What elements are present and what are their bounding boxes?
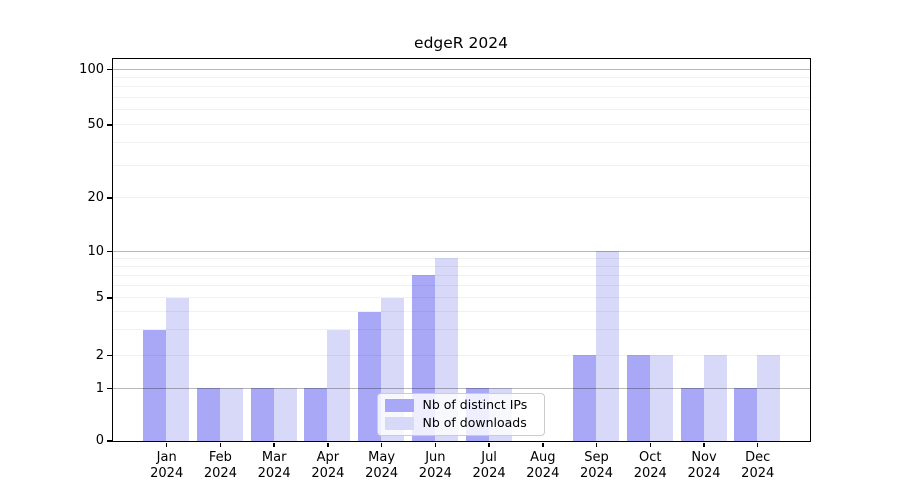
bars-layer [113, 59, 810, 441]
legend-entry-distinct-ips: Nb of distinct IPs [384, 397, 537, 412]
x-tick-mark [595, 442, 598, 447]
bar-distinct-ips-may [358, 311, 382, 441]
plot-area: Nb of distinct IPs Nb of downloads [111, 57, 811, 442]
x-tick-mark [703, 442, 705, 447]
legend-label-distinct-ips: Nb of distinct IPs [422, 397, 528, 412]
bar-distinct-ips-nov [680, 388, 704, 441]
bar-downloads-mar [273, 388, 297, 441]
x-tick-label-jun: Jun 2024 [418, 450, 452, 481]
legend: Nb of distinct IPs Nb of downloads [376, 392, 545, 436]
x-tick-label-apr: Apr 2024 [311, 450, 345, 481]
legend-swatch-downloads [384, 416, 414, 430]
y-tick-label-2: 2 [95, 347, 104, 363]
x-tick-mark [380, 442, 383, 447]
bar-distinct-ips-apr [304, 388, 328, 441]
y-tick-label-0: 0 [95, 433, 104, 448]
y-tick-mark [107, 250, 112, 253]
y-tick-mark [107, 387, 112, 390]
x-tick-mark [488, 442, 490, 447]
y-tick-mark [107, 440, 112, 442]
bar-downloads-jan [166, 297, 190, 441]
legend-label-downloads: Nb of downloads [422, 415, 527, 430]
x-tick-mark [327, 442, 329, 447]
bar-distinct-ips-mar [250, 388, 274, 441]
x-tick-label-jan: Jan 2024 [150, 450, 184, 481]
bar-distinct-ips-feb [196, 388, 220, 441]
y-tick-mark [107, 68, 112, 71]
bar-distinct-ips-oct [626, 355, 650, 441]
x-tick-mark [434, 442, 437, 447]
bar-downloads-sep [596, 251, 620, 441]
y-tick-label-50: 50 [87, 116, 104, 132]
legend-swatch-distinct-ips [384, 398, 414, 412]
y-tick-label-100: 100 [79, 61, 104, 77]
x-tick-mark [757, 442, 759, 447]
x-tick-mark [166, 442, 168, 447]
x-tick-mark [219, 442, 222, 447]
y-tick-label-20: 20 [87, 190, 104, 206]
bar-distinct-ips-dec [734, 388, 758, 441]
y-tick-mark [107, 354, 112, 357]
bar-downloads-oct [649, 355, 673, 441]
x-tick-label-aug: Aug 2024 [526, 450, 560, 481]
y-tick-label-1: 1 [95, 380, 104, 396]
y-tick-mark [107, 197, 112, 199]
y-tick-label-10: 10 [87, 243, 104, 259]
y-tick-mark [107, 297, 112, 299]
x-tick-label-mar: Mar 2024 [257, 450, 291, 481]
x-tick-label-dec: Dec 2024 [741, 450, 775, 481]
x-tick-label-sep: Sep 2024 [579, 450, 614, 481]
x-tick-label-nov: Nov 2024 [687, 450, 721, 481]
bar-downloads-feb [219, 388, 243, 441]
x-tick-mark [273, 442, 275, 447]
legend-entry-downloads: Nb of downloads [384, 415, 537, 430]
bar-downloads-apr [327, 329, 351, 441]
bar-distinct-ips-sep [573, 355, 597, 441]
x-tick-label-jul: Jul 2024 [472, 450, 506, 481]
x-tick-label-may: May 2024 [365, 450, 399, 481]
x-tick-label-feb: Feb 2024 [203, 450, 237, 481]
y-tick-mark [107, 124, 112, 126]
y-tick-label-5: 5 [95, 290, 104, 306]
bar-downloads-nov [703, 355, 727, 441]
x-tick-mark [649, 442, 651, 447]
x-tick-label-oct: Oct 2024 [633, 450, 667, 481]
x-tick-mark [542, 442, 544, 447]
chart-title: edgeR 2024 [414, 34, 508, 52]
bar-downloads-dec [757, 355, 781, 441]
bar-distinct-ips-jan [143, 329, 167, 441]
